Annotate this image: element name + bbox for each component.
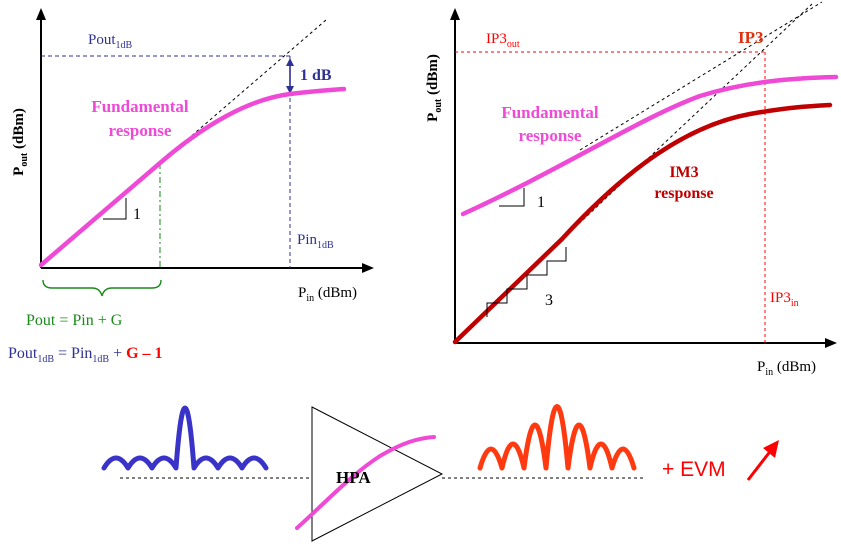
eq-pin: Pin <box>71 345 92 362</box>
right-fundamental-label-line2: response <box>519 126 582 145</box>
right-y-axis-label: Pout (dBm) <box>425 54 444 122</box>
right-y-axis-unit: (dBm) <box>425 54 441 99</box>
eq-pin-sub: 1dB <box>92 354 109 365</box>
evm-increase-arrowhead <box>763 440 779 458</box>
pout1db-equation: Pout1dB = Pin1dB + G – 1 <box>8 345 163 365</box>
pin1db-label: Pin1dB <box>297 232 334 251</box>
amplifier-label: HPA <box>336 468 371 487</box>
left-x-axis-unit: (dBm) <box>314 285 357 301</box>
linear-region-brace <box>42 279 162 297</box>
im3-label-line2: response <box>654 185 713 202</box>
fundamental-slope-triangle <box>499 188 525 207</box>
hpa-illustration: HPA + EVM <box>101 404 779 542</box>
left-y-axis-sub: out <box>19 152 30 167</box>
pout1db-main: Pout <box>88 32 116 48</box>
eq-pout: Pout <box>8 345 38 362</box>
ip3out-label: IP3out <box>486 31 520 50</box>
ip3in-main: IP3 <box>770 290 791 306</box>
im3-slope-staircase <box>486 247 567 317</box>
left-x-axis-p: P <box>298 285 306 301</box>
ip3-point-label: IP3 <box>738 28 764 47</box>
left-x-axis-label: Pin (dBm) <box>298 285 357 304</box>
left-fundamental-label-line1: Fundamental <box>91 97 189 116</box>
left-y-axis-unit: (dBm) <box>11 108 27 153</box>
right-x-axis-sub: in <box>765 367 773 378</box>
right-x-axis-label: Pin (dBm) <box>757 359 816 378</box>
left-y-axis-label: Pout (dBm) <box>11 108 30 176</box>
right-fundamental-curve <box>460 74 839 217</box>
left-x-arrowhead <box>362 263 374 273</box>
eq-plus: + <box>109 345 126 362</box>
right-y-arrowhead <box>450 8 460 20</box>
left-x-axis-sub: in <box>306 293 314 304</box>
eq-pout-sub: 1dB <box>37 354 54 365</box>
left-fundamental-label-line2: response <box>109 121 172 140</box>
right-y-axis-p: P <box>425 113 441 122</box>
right-x-axis-p: P <box>757 359 765 375</box>
right-y-axis-sub: out <box>433 98 444 113</box>
right-x-arrowhead <box>825 338 837 348</box>
right-slope3-label: 3 <box>545 292 553 309</box>
ip3in-label: IP3in <box>770 290 799 309</box>
pout1db-label: Pout1dB <box>88 32 133 51</box>
ip3in-sub: in <box>791 298 799 309</box>
ip3out-main: IP3 <box>486 31 507 47</box>
pout1db-sub: 1dB <box>116 40 133 51</box>
evm-label: + EVM <box>662 458 726 481</box>
amplifier-triangle <box>311 406 444 542</box>
linear-equation: Pout = Pin + G <box>26 312 123 329</box>
eq-gain-minus-one: G – 1 <box>126 345 162 362</box>
pin1db-main: Pin <box>297 232 318 248</box>
right-slope1-label: 1 <box>537 194 545 211</box>
fundamental-extrapolation <box>579 1 823 151</box>
evm-increase-arrow-shaft <box>746 448 774 481</box>
left-y-arrowhead <box>36 8 46 20</box>
right-x-axis-unit: (dBm) <box>773 359 816 375</box>
right-plot: Pout (dBm) Pin (dBm) IP3out IP3in IP3 Fu… <box>425 1 839 378</box>
output-spectrum <box>477 404 637 471</box>
left-plot: Pout (dBm) Pin (dBm) Pout1dB Pin1dB 1 dB… <box>8 8 374 365</box>
slope-triangle <box>103 198 127 220</box>
eq-equals: = <box>54 345 71 362</box>
fundamental-curve <box>38 86 347 268</box>
left-slope-label: 1 <box>133 206 141 223</box>
amplifier-transfer-curve <box>295 435 436 530</box>
ip3out-sub: out <box>507 39 520 50</box>
compression-label: 1 dB <box>300 67 332 84</box>
im3-label-line1: IM3 <box>669 164 698 181</box>
pin1db-sub: 1dB <box>317 240 334 251</box>
im3-curve <box>452 102 833 345</box>
input-spectrum <box>101 405 269 471</box>
right-fundamental-label-line1: Fundamental <box>501 103 599 122</box>
left-y-axis-p: P <box>11 167 27 176</box>
